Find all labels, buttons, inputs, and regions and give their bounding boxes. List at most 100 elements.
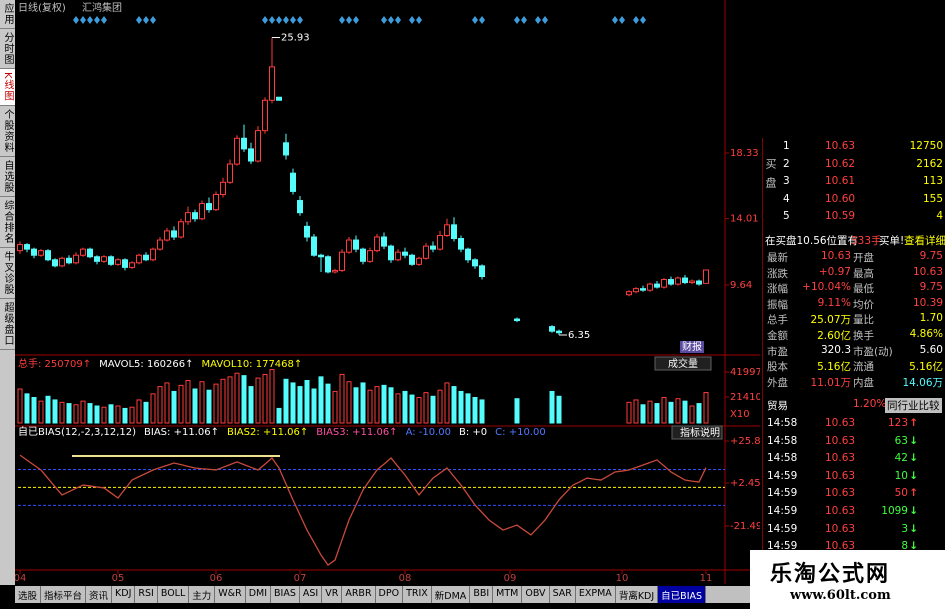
trade-volume: 123 [887, 417, 908, 429]
legend-entry: MAVOL5: 160266↑ [99, 359, 193, 370]
notice-link[interactable]: 查看详细 [904, 235, 945, 247]
side-tab[interactable]: 超级盘口 [0, 299, 15, 350]
signal-marker [416, 16, 422, 24]
candle-body [94, 256, 100, 262]
candle-body [290, 172, 296, 192]
stat-label: 内盘 [853, 376, 874, 389]
candle-body [108, 256, 114, 265]
candle-body [668, 279, 674, 285]
stat-value: +10.04% [802, 281, 851, 294]
candle-body [444, 224, 450, 236]
side-tab[interactable]: 牛叉诊股 [0, 248, 15, 299]
volume-button[interactable]: 成交量 [668, 357, 698, 370]
button-box[interactable] [671, 425, 723, 440]
stat-label: 市盈(动) [853, 345, 893, 358]
watermark-url: www.60lt.com [790, 588, 891, 603]
indicator-tab[interactable]: 选股 [15, 586, 42, 603]
volume-bar [675, 398, 681, 424]
side-tab[interactable]: 综合排名 [0, 197, 15, 248]
trade-price: 10.63 [825, 487, 856, 500]
volume-bar [465, 393, 471, 424]
y-tick-label: 41997 [730, 367, 760, 378]
y-tick-label: -21.49 [730, 521, 760, 532]
trade-volume: 50 [894, 487, 908, 500]
candle-body [703, 269, 709, 284]
indicator-tab[interactable]: MTM [493, 586, 523, 603]
bias-button[interactable]: 指标说明 [680, 426, 720, 439]
signal-marker [143, 16, 149, 24]
candle-body [185, 212, 191, 223]
candle-body [696, 280, 702, 285]
volume-bar [122, 407, 128, 424]
bid-row: 2 10.62 2162 [763, 158, 945, 174]
indicator-tab[interactable]: ASI [300, 586, 323, 603]
indicator-tab[interactable]: 新DMA [432, 586, 471, 603]
side-tab[interactable]: K线图 [0, 69, 15, 106]
trade-time: 14:59 [767, 487, 798, 500]
candle-body [115, 259, 121, 265]
button-box[interactable] [654, 356, 712, 371]
volume-bar [339, 373, 345, 424]
trade-row: 14:59 10.63 50 ↑ [763, 487, 945, 503]
indicator-tab[interactable]: 指标平台 [41, 586, 87, 603]
indicator-tab[interactable]: 主力 [189, 586, 216, 603]
volume-bar [185, 379, 191, 424]
volume-bar [283, 378, 289, 424]
stat-label: 量比 [853, 314, 874, 327]
volume-bar [696, 403, 702, 424]
trade-volume: 8 [901, 540, 908, 553]
side-tab[interactable]: 自选股 [0, 157, 15, 197]
trade-price: 10.63 [825, 469, 856, 482]
indicator-tab[interactable]: BIAS [271, 586, 300, 603]
candle-body [682, 277, 688, 284]
indicator-tab[interactable]: 资讯 [86, 586, 113, 603]
indicator-tab[interactable]: DPO [376, 586, 404, 603]
x-tick-label: 11 [700, 573, 713, 584]
bias-line [19, 454, 707, 566]
volume-bar [234, 372, 240, 424]
candle-body [122, 259, 128, 268]
volume-bar [402, 390, 408, 424]
indicator-tab[interactable]: EXPMA [576, 586, 616, 603]
indicator-tab[interactable]: 背离KDJ [616, 586, 659, 603]
signal-marker [472, 16, 478, 24]
indicator-tab[interactable]: VR [322, 586, 343, 603]
indicator-tab[interactable]: RSI [135, 586, 158, 603]
side-tab[interactable]: 个股资料 [0, 106, 15, 157]
side-tab[interactable]: 分时图 [0, 29, 15, 69]
stat-value: 4.86% [909, 328, 943, 340]
indicator-tab[interactable]: 自已BIAS [658, 586, 707, 603]
signal-marker [346, 16, 352, 24]
x-tick-label: 08 [399, 573, 412, 584]
volume-bar [661, 396, 667, 424]
indicator-tab[interactable]: OBV [522, 586, 550, 603]
volume-bar [59, 401, 65, 424]
indicator-tab[interactable]: KDJ [112, 586, 136, 603]
volume-bar [150, 393, 156, 424]
stat-row: 市盈 320.3 市盈(动) 5.60 [763, 344, 945, 360]
indicator-tab[interactable]: DMI [246, 586, 272, 603]
indicator-tab[interactable]: BOLL [158, 586, 190, 603]
trade-arrow: ↓ [909, 540, 918, 553]
indicator-tab[interactable]: ARBR [342, 586, 376, 603]
industry-compare[interactable]: 同行业比较 [885, 398, 942, 413]
signal-marker [297, 16, 303, 24]
indicator-tab[interactable]: TRIX [403, 586, 432, 603]
candle-body [213, 193, 219, 211]
volume-bar [276, 407, 282, 424]
side-tab[interactable]: 应用 [0, 0, 15, 29]
candle-body [430, 245, 436, 250]
volume-unit: X10 [730, 409, 750, 420]
y-tick-label: 9.64 [730, 280, 752, 291]
candle-body [150, 248, 156, 261]
indicator-tab[interactable]: W&R [215, 586, 246, 603]
candle-body [276, 96, 282, 101]
indicator-tab[interactable]: BBI [470, 586, 494, 603]
volume-bar [367, 389, 373, 424]
volume-legend: 总手: 250709↑ MAVOL5: 160266↑ MAVOL10: 17746… [18, 357, 302, 370]
signal-marker [150, 16, 156, 24]
candle-body [31, 248, 37, 256]
bid-volume: 2162 [916, 157, 943, 170]
indicator-tab[interactable]: SAR [550, 586, 576, 603]
volume-bar [395, 393, 401, 424]
